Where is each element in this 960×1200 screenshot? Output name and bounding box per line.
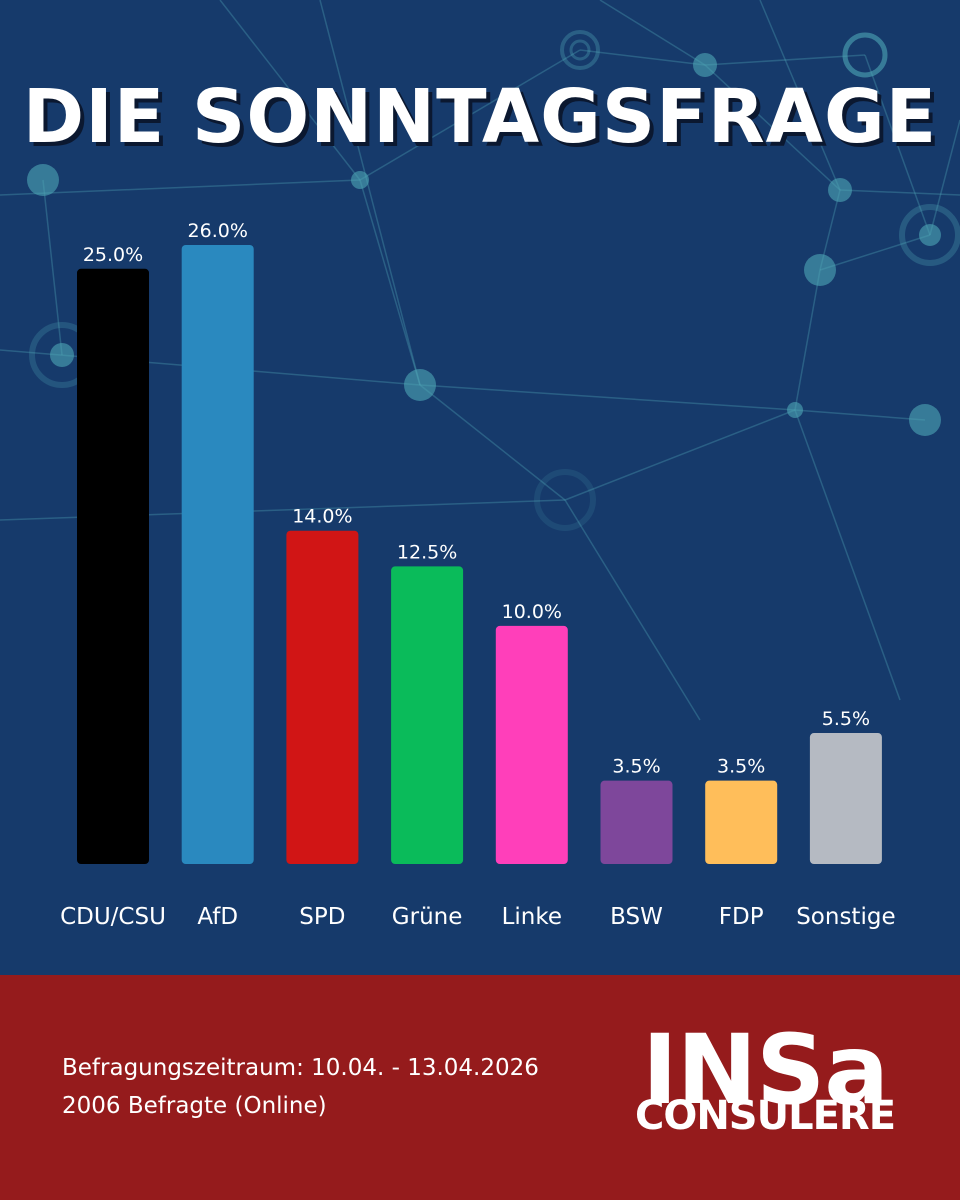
value-label-linke: 10.0% (502, 601, 562, 623)
page-title: DIE SONNTAGSFRAGE (22, 74, 938, 160)
category-label-cdu-csu: CDU/CSU (60, 904, 166, 930)
bar-linke (495, 625, 568, 864)
bar-chart: 25.0% CDU/CSU 26.0% AfD 14.0% SPD 12.5% Grüne 10… (60, 220, 896, 930)
category-label-sonstige: Sonstige (796, 904, 895, 930)
value-label-cdu-csu: 25.0% (83, 244, 143, 266)
bar-sonstige (809, 733, 882, 864)
category-label-linke: Linke (502, 904, 562, 930)
bar-bsw (600, 780, 673, 864)
value-label-gr-ne: 12.5% (397, 541, 457, 563)
category-label-bsw: BSW (610, 904, 663, 930)
bar-fdp (705, 780, 778, 864)
value-label-sonstige: 5.5% (822, 708, 870, 730)
value-label-spd: 14.0% (292, 506, 352, 528)
survey-period: Befragungszeitraum: 10.04. - 13.04.2026 (62, 1055, 539, 1081)
category-label-gr-ne: Grüne (392, 904, 463, 930)
respondent-count: 2006 Befragte (Online) (62, 1093, 327, 1119)
value-label-afd: 26.0% (188, 220, 248, 242)
value-label-bsw: 3.5% (612, 756, 660, 778)
category-label-spd: SPD (299, 904, 345, 930)
category-label-fdp: FDP (719, 904, 764, 930)
bar-gr-ne (391, 566, 464, 864)
value-label-fdp: 3.5% (717, 756, 765, 778)
category-label-afd: AfD (197, 904, 238, 930)
insa-logo-subtitle: CONSULERE (634, 1093, 896, 1139)
bar-cdu-csu (77, 268, 149, 864)
bar-spd (286, 530, 359, 864)
insa-logo: INSa (642, 1014, 889, 1126)
footer-band (0, 975, 960, 1200)
bar-afd (181, 245, 254, 864)
